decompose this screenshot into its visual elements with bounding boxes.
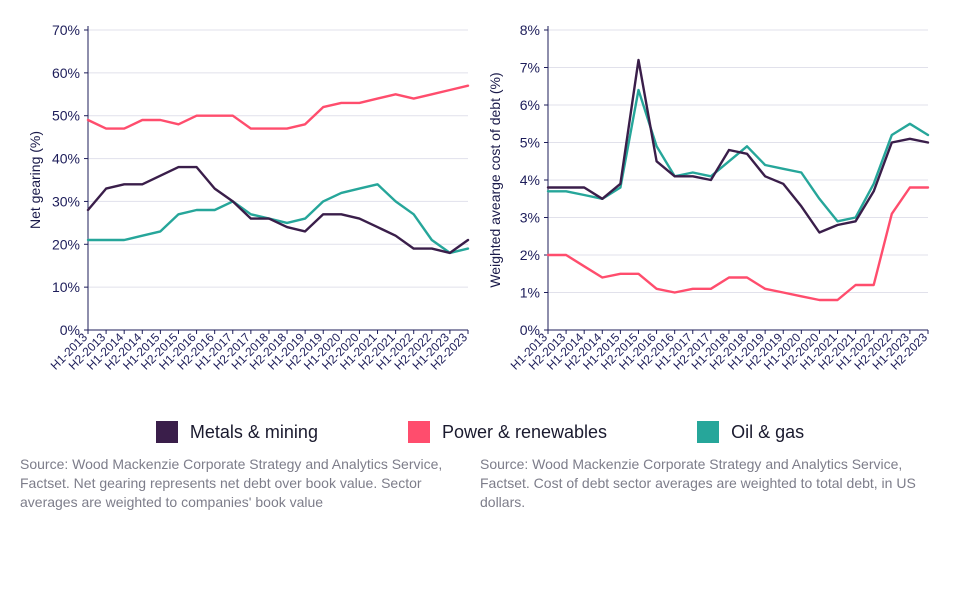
y-tick-label: 7% xyxy=(520,60,540,76)
footnotes-row: Source: Wood Mackenzie Corporate Strateg… xyxy=(0,455,960,522)
charts-row: 0%10%20%30%40%50%60%70%H1-2013H2-2013H1-… xyxy=(0,0,960,415)
y-tick-label: 6% xyxy=(520,97,540,113)
y-tick-label: 20% xyxy=(52,236,80,252)
figure-root: { "colors": { "bg": "#ffffff", "grid": "… xyxy=(0,0,960,608)
left-chart-svg: 0%10%20%30%40%50%60%70%H1-2013H2-2013H1-… xyxy=(20,10,480,410)
legend-item-power: Power & renewables xyxy=(408,421,607,443)
y-tick-label: 40% xyxy=(52,151,80,167)
legend-item-oil: Oil & gas xyxy=(697,421,804,443)
legend-item-metals: Metals & mining xyxy=(156,421,318,443)
series-line-metals xyxy=(548,60,928,233)
y-tick-label: 70% xyxy=(52,22,80,38)
y-tick-label: 2% xyxy=(520,247,540,263)
footnote-right: Source: Wood Mackenzie Corporate Strateg… xyxy=(480,455,940,512)
y-tick-label: 5% xyxy=(520,135,540,151)
legend-swatch-oil xyxy=(697,421,719,443)
y-tick-label: 50% xyxy=(52,108,80,124)
y-tick-label: 30% xyxy=(52,193,80,209)
legend-label-power: Power & renewables xyxy=(442,422,607,443)
y-axis-title: Weighted avearge cost of debt (%) xyxy=(487,72,503,287)
y-tick-label: 10% xyxy=(52,279,80,295)
series-line-metals xyxy=(88,167,468,253)
legend-label-oil: Oil & gas xyxy=(731,422,804,443)
y-tick-label: 4% xyxy=(520,172,540,188)
right-chart-svg: 0%1%2%3%4%5%6%7%8%H1-2013H2-2013H1-2014H… xyxy=(480,10,940,410)
y-axis-title: Net gearing (%) xyxy=(27,131,43,229)
legend-swatch-power xyxy=(408,421,430,443)
y-tick-label: 8% xyxy=(520,22,540,38)
footnote-left: Source: Wood Mackenzie Corporate Strateg… xyxy=(20,455,480,512)
legend-swatch-metals xyxy=(156,421,178,443)
legend: Metals & mining Power & renewables Oil &… xyxy=(0,415,960,455)
y-tick-label: 60% xyxy=(52,65,80,81)
series-line-power xyxy=(548,188,928,301)
series-line-power xyxy=(88,86,468,129)
series-line-oil xyxy=(548,90,928,221)
left-chart: 0%10%20%30%40%50%60%70%H1-2013H2-2013H1-… xyxy=(20,10,480,415)
right-chart: 0%1%2%3%4%5%6%7%8%H1-2013H2-2013H1-2014H… xyxy=(480,10,940,415)
y-tick-label: 1% xyxy=(520,285,540,301)
series-line-oil xyxy=(88,184,468,253)
y-tick-label: 3% xyxy=(520,210,540,226)
legend-label-metals: Metals & mining xyxy=(190,422,318,443)
